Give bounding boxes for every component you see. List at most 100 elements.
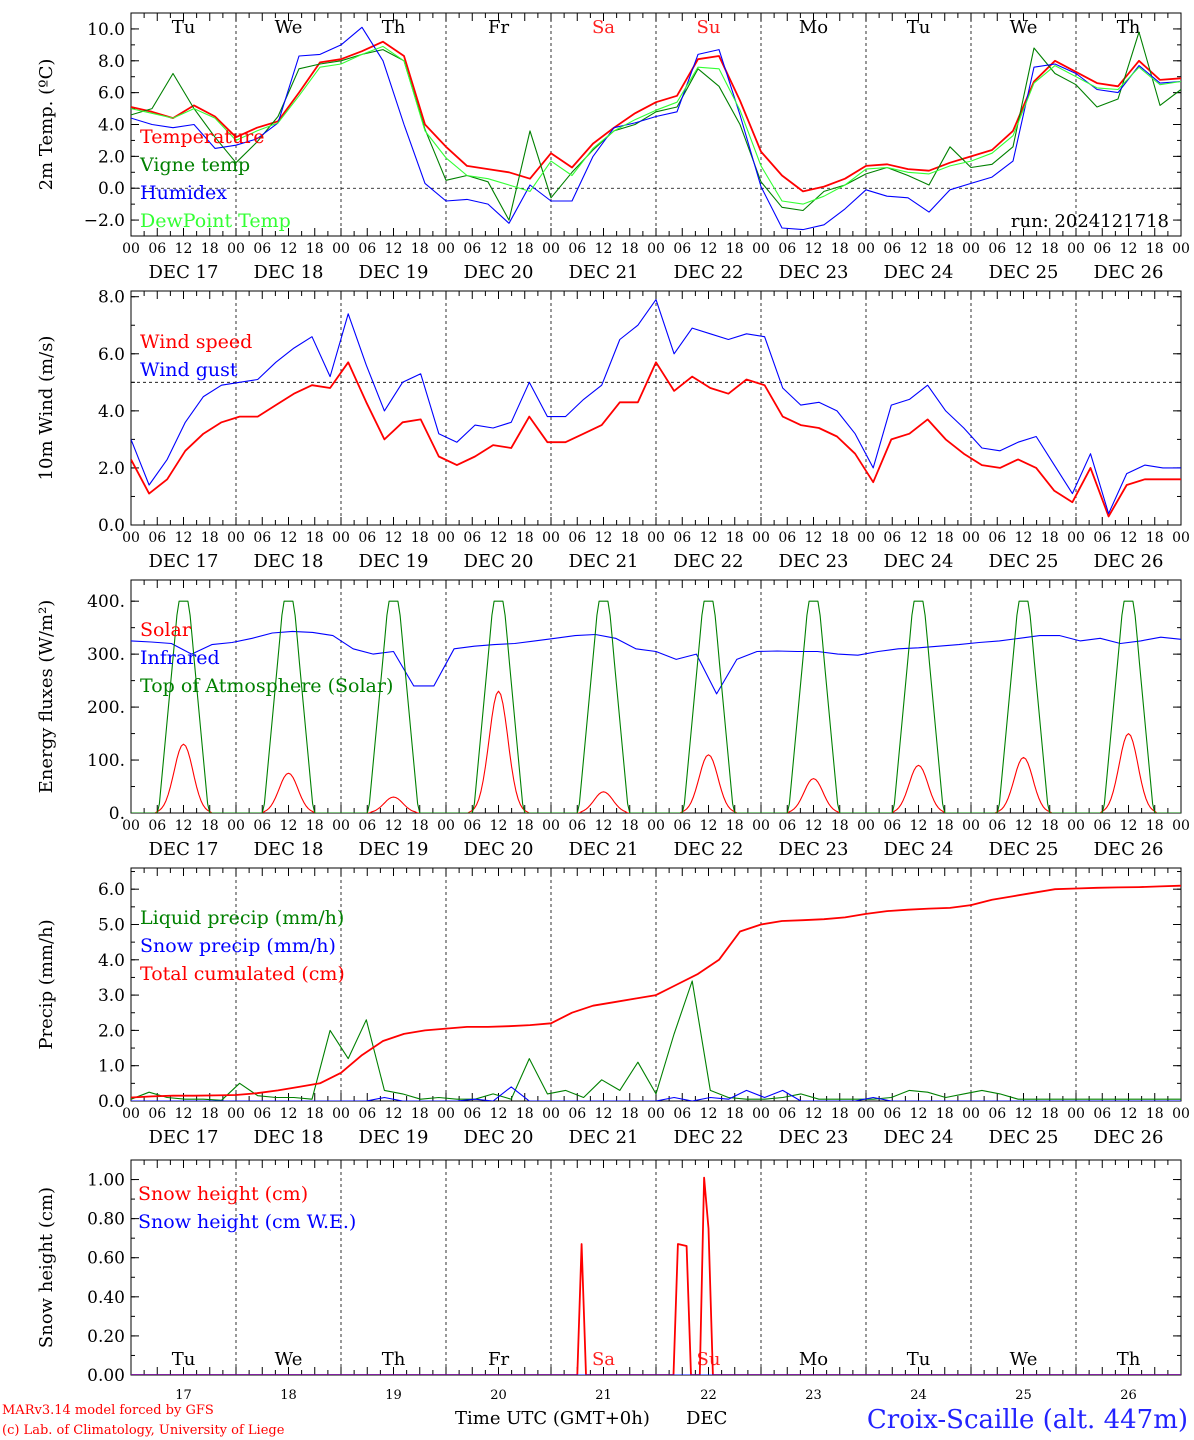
hour-tick-label: 06 [673,241,691,257]
date-label: DEC 23 [779,262,849,283]
y-axis-label: Snow height (cm) [36,1187,57,1348]
weekday-label: Tu [907,1349,931,1370]
weekday-label: Mo [799,17,828,38]
hour-tick-label: 06 [988,1106,1006,1122]
hour-tick-label: 12 [175,241,193,257]
hour-tick-label: 12 [1015,241,1033,257]
hour-tick-label: 18 [411,530,429,546]
hour-tick-label: 06 [883,1106,901,1122]
hour-tick-label: 00 [962,1106,980,1122]
hour-tick-label: 00 [647,1106,665,1122]
hour-tick-label: 06 [358,1106,376,1122]
hour-tick-label: 18 [726,1106,744,1122]
hour-tick-label: 12 [490,1106,508,1122]
date-label: DEC 25 [989,551,1059,572]
y-axis-label: 10m Wind (m/s) [36,336,57,481]
hour-tick-label: 12 [385,530,403,546]
hour-tick-label: 18 [1146,241,1164,257]
date-label: DEC 19 [359,1127,429,1148]
hour-tick-label: 12 [490,818,508,834]
day-number-label: 25 [1015,1388,1032,1403]
panel-4: 0.0 1.0 2.0 3.0 4.0 5.0 6.0 Precip (mm/h) 00 06 12… [36,867,1190,1148]
hour-tick-label: 18 [831,530,849,546]
hour-tick-label: 18 [831,241,849,257]
hour-tick-label: 18 [726,818,744,834]
series-line [131,980,1181,1101]
legend-entry: Humidex [140,182,227,204]
hour-tick-label: 00 [857,241,875,257]
hour-tick-label: 12 [1120,818,1138,834]
hour-tick-label: 06 [988,818,1006,834]
plot-area [131,600,1181,813]
hour-tick-label: 06 [253,818,271,834]
hour-tick-label: 12 [910,818,928,834]
weekday-label: Sa [592,17,615,38]
y-tick-label: 200. [87,698,125,718]
y-tick-label: 4.0 [98,402,125,422]
date-label: DEC 17 [149,551,219,572]
legend-entry: Snow precip (mm/h) [140,935,336,957]
hour-tick-label: 12 [700,241,718,257]
hour-tick-label: 00 [227,818,245,834]
series-line [131,630,1181,695]
hour-tick-label: 00 [227,530,245,546]
weekday-label: We [1010,1349,1038,1370]
date-label: DEC 25 [989,839,1059,860]
hour-tick-label: 18 [1041,530,1059,546]
date-label: DEC 18 [254,839,324,860]
hour-tick-label: 06 [568,1106,586,1122]
weekday-label: Th [382,17,406,38]
plot-frame [130,12,1182,237]
hour-tick-label: 18 [306,530,324,546]
hour-tick-label: 18 [306,1106,324,1122]
weekday-label: Su [697,17,721,38]
hour-tick-label: 00 [962,241,980,257]
legend-entry: Solar [140,619,192,641]
y-tick-label: 8.0 [98,52,125,72]
y-tick-label: 0.0 [98,179,125,199]
day-number-label: 19 [385,1388,402,1403]
hour-tick-label: 12 [490,530,508,546]
hour-tick-label: 00 [227,1106,245,1122]
weekday-label: We [275,1349,303,1370]
hour-tick-label: 06 [673,530,691,546]
weekday-label: Th [1117,1349,1141,1370]
hour-tick-label: 06 [463,530,481,546]
weekday-label: Mo [799,1349,828,1370]
y-tick-label: 0.0 [98,516,125,536]
date-label: DEC 20 [464,839,534,860]
hour-tick-label: 06 [778,1106,796,1122]
date-label: DEC 22 [674,551,744,572]
hour-tick-label: 00 [647,530,665,546]
y-tick-label: 4.0 [98,116,125,136]
hour-tick-label: 12 [595,818,613,834]
hour-tick-label: 00 [1067,818,1085,834]
weekday-label: Fr [488,17,509,38]
y-tick-label: 6.0 [98,880,125,900]
y-tick-label: 0.60 [87,1249,125,1269]
hour-tick-label: 00 [122,241,140,257]
hour-tick-label: 18 [936,241,954,257]
series-line [131,361,1181,518]
hour-tick-label: 12 [280,241,298,257]
legend-entry: DewPoint Temp [140,210,291,232]
hour-tick-label: 18 [516,530,534,546]
panel-3: 0. 100. 200. 300. 400. Energy fluxes (W/m²) 00… [36,579,1190,860]
footer-model: MARv3.14 model forced by GFS [2,1403,214,1418]
hour-tick-label: 00 [1172,241,1190,257]
hour-tick-label: 18 [621,530,639,546]
date-label: DEC 18 [254,551,324,572]
series-line [131,299,1181,515]
hour-tick-label: 00 [542,530,560,546]
footer-lab: (c) Lab. of Climatology, University of L… [2,1423,285,1438]
weekday-label: Tu [907,17,931,38]
hour-tick-label: 12 [1015,530,1033,546]
date-label: DEC 18 [254,262,324,283]
series-line [131,600,1181,813]
date-label: DEC 18 [254,1127,324,1148]
y-tick-label: 2.0 [98,1021,125,1041]
hour-tick-label: 18 [831,818,849,834]
date-label: DEC 26 [1094,839,1164,860]
y-tick-label: 0.20 [87,1327,125,1347]
run-label: run: 2024121718 [1011,211,1169,232]
